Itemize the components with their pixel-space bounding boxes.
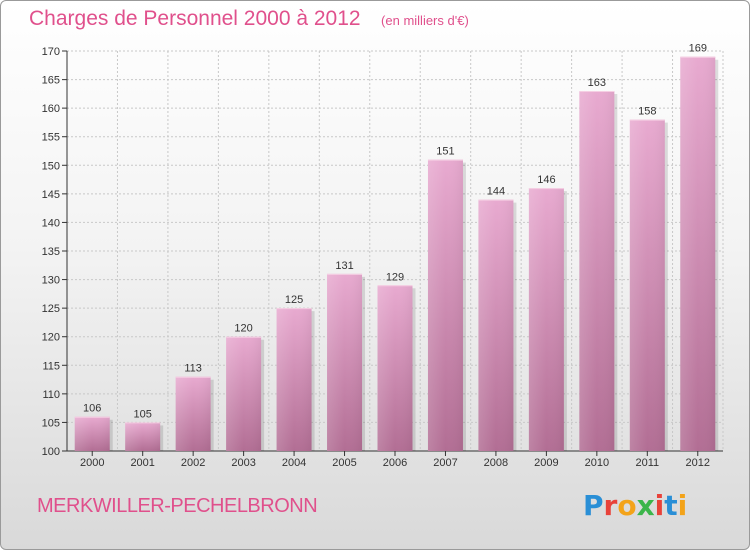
logo-letter: P — [583, 489, 604, 522]
bar-shine — [528, 188, 564, 451]
x-tick-label: 2007 — [433, 457, 457, 469]
y-tick-label: 150 — [42, 160, 60, 172]
logo-letter: o — [617, 489, 637, 522]
x-tick-label: 2010 — [585, 457, 609, 469]
y-tick-label: 140 — [42, 217, 60, 229]
x-tick-label: 2009 — [534, 457, 558, 469]
bars — [74, 56, 719, 452]
x-tick-label: 2004 — [282, 457, 306, 469]
x-tick-label: 2001 — [130, 457, 154, 469]
y-tick-label: 170 — [42, 46, 60, 58]
title-row: Charges de Personnel 2000 à 2012 (en mil… — [29, 7, 469, 31]
value-label: 120 — [234, 323, 252, 335]
x-tick-label: 2003 — [231, 457, 255, 469]
chart-unit: (en milliers d'€) — [381, 13, 469, 28]
x-tick-label: 2012 — [686, 457, 710, 469]
y-tick-label: 135 — [42, 246, 60, 258]
y-tick-label: 125 — [42, 303, 60, 315]
x-tick-label: 2005 — [332, 457, 356, 469]
y-tick-label: 155 — [42, 132, 60, 144]
value-label: 158 — [638, 106, 656, 118]
labels: 100 105 110 115 120 125 130 135 140 145 150 155 160 1… — [42, 43, 710, 469]
bar-shine — [125, 422, 161, 451]
bar-shine — [680, 56, 716, 451]
y-tick-label: 120 — [42, 332, 60, 344]
x-tick-label: 2008 — [484, 457, 508, 469]
commune-name: MERKWILLER-PECHELBRONN — [37, 495, 318, 517]
bar-shine — [478, 199, 514, 451]
value-label: 105 — [134, 408, 152, 420]
value-label: 169 — [689, 43, 707, 55]
y-tick-label: 105 — [42, 417, 60, 429]
value-label: 163 — [588, 77, 606, 89]
value-label: 151 — [436, 146, 454, 158]
logo-letter: i — [677, 489, 688, 522]
logo-letter: i — [654, 489, 665, 522]
bar-shine — [579, 91, 615, 451]
x-tick-label: 2011 — [635, 457, 659, 469]
y-tick-label: 130 — [42, 275, 60, 287]
value-label: 131 — [335, 260, 353, 272]
value-label: 146 — [537, 174, 555, 186]
value-label: 113 — [184, 363, 202, 375]
logo-letter: x — [636, 489, 655, 522]
y-tick-label: 100 — [42, 446, 60, 458]
y-tick-label: 165 — [42, 75, 60, 87]
bar-shine — [377, 285, 413, 451]
bar-shine — [327, 273, 363, 451]
proxiti-logo: Proxiti — [583, 489, 687, 522]
y-tick-label: 110 — [42, 389, 60, 401]
bar-shine — [427, 159, 463, 452]
bar-shine — [276, 308, 312, 451]
chart-title: Charges de Personnel 2000 à 2012 — [29, 7, 361, 30]
logo-letter: t — [664, 489, 678, 522]
value-label: 106 — [83, 403, 101, 415]
y-tick-label: 145 — [42, 189, 60, 201]
value-label: 144 — [487, 186, 505, 198]
x-tick-label: 2000 — [80, 457, 104, 469]
x-tick-label: 2006 — [383, 457, 407, 469]
value-label: 129 — [386, 271, 404, 283]
value-label: 125 — [285, 294, 303, 306]
y-tick-label: 115 — [42, 360, 60, 372]
x-tick-label: 2002 — [181, 457, 205, 469]
bar-shine — [175, 376, 211, 451]
logo-letter: r — [603, 489, 618, 522]
bar-shine — [226, 336, 262, 451]
y-tick-label: 160 — [42, 103, 60, 115]
bar-shine — [74, 416, 110, 451]
bar-shine — [629, 119, 665, 452]
